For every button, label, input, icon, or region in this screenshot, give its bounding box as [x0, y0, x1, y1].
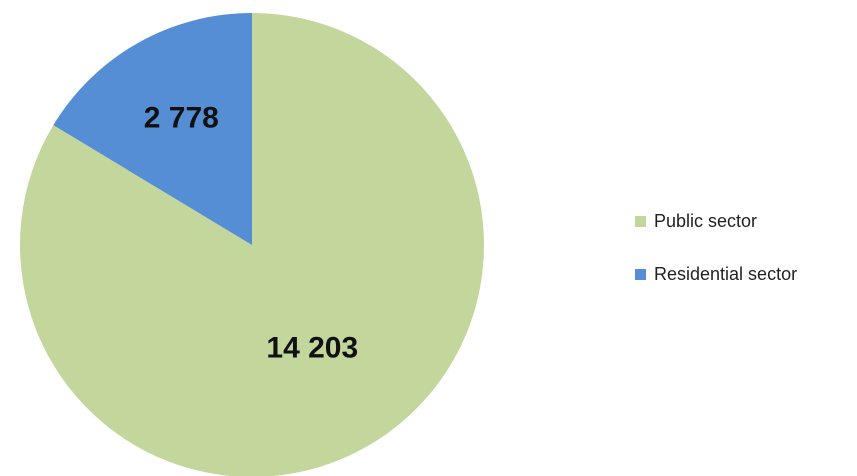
legend-item-public-sector: Public sector — [635, 208, 850, 234]
legend: Public sector Residential sector — [635, 208, 850, 314]
legend-swatch-residential-sector — [635, 268, 646, 280]
legend-label: Public sector — [654, 210, 758, 231]
pie-slice-residential-sector — [53, 13, 252, 245]
data-label-public-sector: 14 203 — [266, 331, 358, 364]
data-label-residential-sector: 2 778 — [144, 102, 219, 135]
legend-label: Residential sector — [654, 263, 798, 284]
legend-item-residential-sector: Residential sector — [635, 261, 850, 287]
legend-swatch-public-sector — [635, 215, 646, 227]
pie-slice-public-sector — [19, 13, 484, 476]
